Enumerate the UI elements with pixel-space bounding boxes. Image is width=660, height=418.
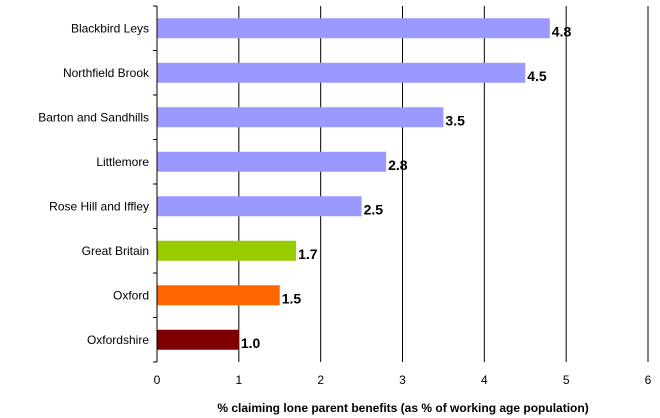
bar (157, 329, 239, 350)
value-label: 1.5 (282, 290, 302, 306)
value-label: 2.5 (364, 201, 384, 217)
bar (157, 240, 297, 261)
value-label: 1.7 (298, 246, 318, 262)
x-tick-label: 3 (399, 373, 406, 387)
axes (153, 5, 158, 363)
x-tick-label: 2 (317, 373, 324, 387)
bar (157, 107, 444, 128)
category-label: Northfield Brook (63, 66, 150, 80)
x-tick-label: 1 (235, 373, 242, 387)
gridlines (238, 6, 649, 362)
bars (157, 18, 550, 350)
category-label: Barton and Sandhills (38, 110, 149, 124)
bar (157, 151, 387, 172)
value-label: 4.5 (527, 68, 547, 84)
category-label: Oxford (113, 288, 149, 302)
x-tick-label: 5 (563, 373, 570, 387)
bar (157, 18, 550, 39)
bar (157, 196, 362, 217)
bar (157, 285, 280, 306)
category-label: Great Britain (82, 244, 149, 258)
value-label: 2.8 (388, 157, 408, 173)
category-label: Blackbird Leys (71, 21, 149, 35)
category-label: Littlemore (96, 155, 149, 169)
category-label: Oxfordshire (87, 333, 149, 347)
x-axis-title: % claiming lone parent benefits (as % of… (217, 401, 588, 415)
value-label: 4.8 (552, 23, 572, 39)
category-label: Rose Hill and Iffley (49, 199, 149, 213)
bar (157, 62, 526, 83)
value-label: 1.0 (241, 335, 261, 351)
x-tick-label: 6 (645, 373, 652, 387)
value-label: 3.5 (445, 112, 465, 128)
x-tick-label: 0 (154, 373, 161, 387)
labels: 0 1 2 3 4 5 6 Blackbird Leys 4.8 Northfield Brook… (38, 21, 651, 387)
x-tick-label: 4 (481, 373, 488, 387)
